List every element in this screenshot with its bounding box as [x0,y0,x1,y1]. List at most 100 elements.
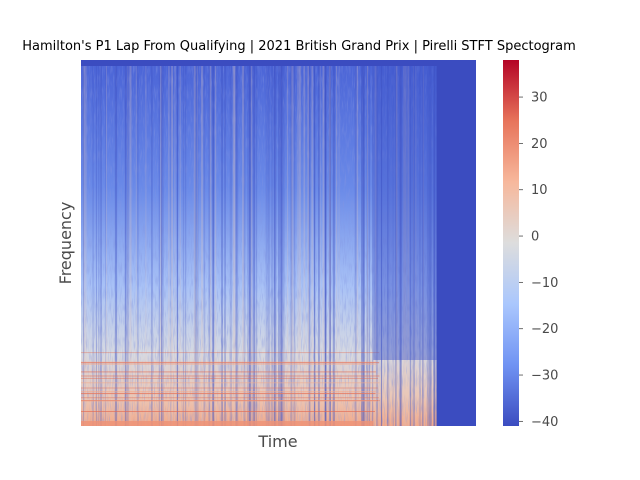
spectrogram-column [208,60,211,426]
spectrogram-column [267,60,270,426]
spectrogram-column [137,60,139,426]
spectrogram-column [361,60,364,426]
colorbar-tick-label: 30 [531,91,548,106]
spectrogram-column [242,60,245,426]
spectrogram-column [124,60,126,426]
spectrogram-column [161,60,164,426]
spectrogram-column [356,60,359,426]
spectrogram-harmonic [81,391,376,393]
spectrogram-column [413,60,414,426]
spectrogram-column [381,60,382,426]
spectrogram-column [399,60,401,426]
colorbar-tick-label: −40 [531,415,558,430]
spectrogram-column [209,60,212,426]
spectrogram-column [174,60,176,426]
spectrogram-column [193,60,196,426]
spectrogram-column [433,60,436,426]
spectrogram-column [212,60,215,426]
y-axis-label: Frequency [56,202,75,285]
spectrogram-harmonic [81,362,380,364]
spectrogram-column [409,60,412,426]
spectrogram-column [158,60,161,426]
spectrogram-column [426,60,429,426]
spectrogram-harmonic [81,411,375,412]
spectrogram-column [83,60,86,426]
spectrogram-column [235,60,237,426]
spectrogram-column [233,60,236,426]
spectrogram-column [297,60,299,426]
spectrogram-column [404,60,407,426]
spectrogram-column [254,60,256,426]
spectrogram-column [270,60,272,426]
spectrogram-harmonic [81,371,376,373]
spectrogram-column [367,60,368,426]
spectrogram-column [313,60,315,426]
spectrogram-column [387,60,390,426]
spectrogram-column [322,60,325,426]
spectrogram-column [329,60,331,426]
spectrogram-column [396,60,398,426]
spectrogram-column [387,60,388,426]
spectrogram-column [129,60,132,426]
spectrogram-column [249,60,252,426]
spectrogram-column [329,60,331,426]
spectrogram-column [271,60,274,426]
spectrogram-column [433,60,436,426]
spectrogram-column [403,60,405,426]
spectrogram-column [229,60,232,426]
spectrogram-column [184,60,187,426]
colorbar-tick-label: 10 [531,183,548,198]
spectrogram-column [324,60,327,426]
spectrogram-quiet-band [373,60,437,360]
spectrogram-column [395,60,397,426]
spectrogram-column [392,60,394,426]
spectrogram-column [368,60,371,426]
spectrogram-column [291,60,294,426]
spectrogram-column [361,60,364,426]
spectrogram-column [161,60,162,426]
spectrogram-column [95,60,97,426]
spectrogram-column [415,60,417,426]
spectrogram-column [232,60,234,426]
colorbar-ticks: 30 20 10 0 −10 −20 −30 −40 [519,91,558,430]
spectrogram-column [279,60,282,426]
spectrogram-harmonic [81,387,378,389]
spectrogram-column [354,60,357,426]
spectrogram-column [168,60,170,426]
spectrogram-column [265,60,268,426]
spectrogram-column [135,60,137,426]
spectrogram-column [176,60,178,426]
spectrogram-column [221,60,223,426]
spectrogram-column [274,60,276,426]
spectrogram-column [278,60,280,426]
spectrogram-harmonic [81,352,380,354]
spectrogram-column [224,60,226,426]
spectrogram-noise [81,60,476,426]
spectrogram-column [366,60,369,426]
spectrogram-column [214,60,217,426]
colorbar-tick-label: −10 [531,276,558,291]
spectrogram-column [151,60,153,426]
chart-title: Hamilton's P1 Lap From Qualifying | 2021… [22,39,576,54]
spectrogram-column [179,60,181,426]
spectrogram-harmonic [81,382,380,384]
spectrogram-column [303,60,306,426]
spectrogram-column [283,60,285,426]
spectrogram-column [256,60,258,426]
spectrogram-column [194,60,196,426]
spectrogram-column [429,60,432,426]
spectrogram-column [376,60,379,426]
colorbar-tick-label: −20 [531,322,558,337]
spectrogram-harmonic [81,377,378,379]
spectrogram-column [328,60,331,426]
spectrogram-column [127,60,129,426]
spectrogram-column [274,60,277,426]
spectrogram-column [307,60,309,426]
spectrogram-column [92,60,94,426]
spectrogram-column [243,60,246,426]
spectrogram-column [125,60,127,426]
spectrogram-column [247,60,249,426]
spectrogram-top-row [81,60,476,66]
spectrogram-column [434,60,436,426]
spectrogram-column [170,60,172,426]
